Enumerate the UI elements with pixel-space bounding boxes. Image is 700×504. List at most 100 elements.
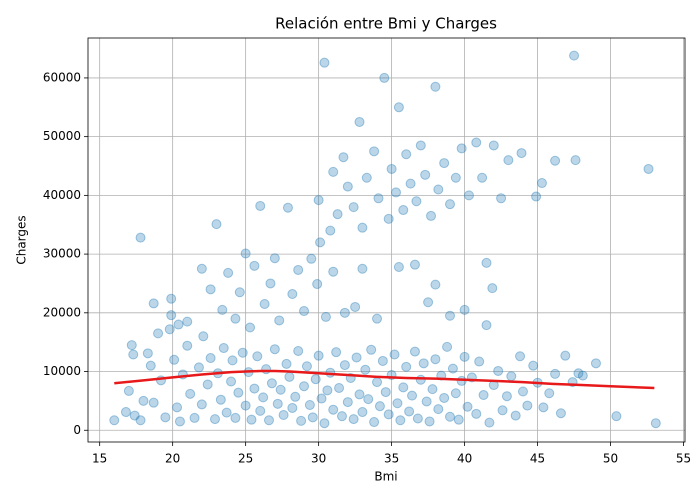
- y-tick-label: 20000: [43, 305, 81, 319]
- x-axis-label: Bmi: [374, 470, 397, 484]
- point: [430, 279, 441, 290]
- point: [281, 358, 292, 369]
- trend-line: [114, 369, 655, 390]
- point: [643, 163, 654, 174]
- point: [409, 259, 420, 270]
- point: [307, 412, 318, 423]
- point: [193, 362, 204, 373]
- x-tick-label: 20: [165, 452, 180, 466]
- point: [328, 266, 339, 277]
- point: [226, 376, 237, 387]
- point: [650, 418, 661, 429]
- point: [312, 279, 323, 290]
- point: [488, 140, 499, 151]
- point: [383, 409, 394, 420]
- point: [342, 181, 353, 192]
- point: [128, 349, 139, 360]
- point: [426, 210, 437, 221]
- point: [135, 415, 146, 426]
- point: [424, 416, 435, 427]
- point: [348, 202, 359, 213]
- x-tick-label: 40: [457, 452, 472, 466]
- point: [398, 205, 409, 216]
- point: [351, 352, 362, 363]
- point: [373, 193, 384, 204]
- point: [357, 263, 368, 274]
- point: [577, 370, 588, 381]
- point: [299, 306, 310, 317]
- point: [198, 331, 209, 342]
- point: [383, 213, 394, 224]
- point: [293, 264, 304, 275]
- point: [487, 283, 498, 294]
- point: [205, 284, 216, 295]
- point: [240, 400, 251, 411]
- point: [255, 200, 266, 211]
- point: [138, 395, 149, 406]
- point: [336, 411, 347, 422]
- point: [166, 293, 177, 304]
- point: [348, 414, 359, 425]
- point: [420, 169, 431, 180]
- point: [255, 405, 266, 416]
- point: [478, 390, 489, 401]
- point: [202, 379, 213, 390]
- point: [230, 313, 241, 324]
- point: [421, 396, 432, 407]
- point: [287, 402, 298, 413]
- point: [227, 355, 238, 366]
- point: [510, 410, 521, 421]
- point: [284, 371, 295, 382]
- point: [205, 353, 216, 364]
- point: [274, 315, 285, 326]
- point: [471, 137, 482, 148]
- point: [331, 347, 342, 358]
- point: [496, 193, 507, 204]
- point: [313, 350, 324, 361]
- y-tick-label: 10000: [43, 364, 81, 378]
- point: [515, 351, 526, 362]
- point: [456, 143, 467, 154]
- point: [249, 383, 260, 394]
- point: [266, 378, 277, 389]
- point: [338, 152, 349, 163]
- point: [550, 368, 561, 379]
- point: [354, 389, 365, 400]
- point: [372, 377, 383, 388]
- point: [447, 363, 458, 374]
- grid: [88, 38, 685, 442]
- point: [430, 354, 441, 365]
- point: [269, 253, 280, 264]
- point: [427, 384, 438, 395]
- point: [234, 287, 245, 298]
- point: [328, 404, 339, 415]
- x-tick-label: 50: [603, 452, 618, 466]
- point: [544, 388, 555, 399]
- point: [471, 408, 482, 419]
- point: [374, 401, 385, 412]
- point: [590, 358, 601, 369]
- point: [259, 299, 270, 310]
- point: [411, 196, 422, 207]
- point: [433, 184, 444, 195]
- point: [372, 313, 383, 324]
- point: [334, 382, 345, 393]
- point: [506, 371, 517, 382]
- point: [237, 347, 248, 358]
- point: [269, 344, 280, 355]
- x-tick-label: 30: [311, 452, 326, 466]
- point: [570, 155, 581, 166]
- point: [477, 172, 488, 183]
- point: [145, 360, 156, 371]
- point: [246, 414, 257, 425]
- point: [522, 400, 533, 411]
- point: [258, 392, 269, 403]
- point: [218, 343, 229, 354]
- point: [380, 387, 391, 398]
- point: [569, 50, 580, 61]
- point: [174, 416, 185, 427]
- point: [339, 360, 350, 371]
- point: [230, 412, 241, 423]
- point: [481, 257, 492, 268]
